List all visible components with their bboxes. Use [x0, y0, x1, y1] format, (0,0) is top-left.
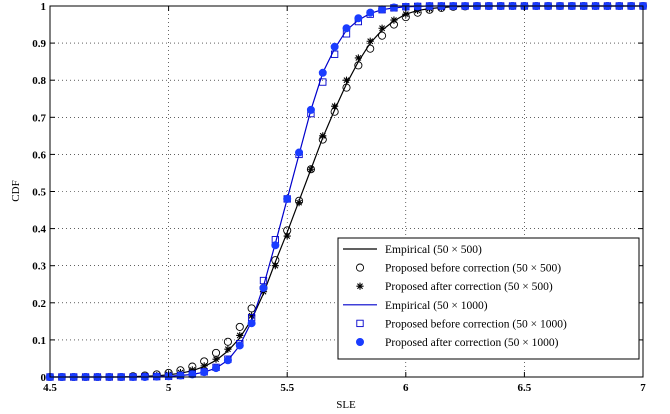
data-point: [188, 370, 197, 379]
data-point: [354, 54, 362, 62]
data-point: [330, 50, 339, 58]
y-axis-title: CDF: [10, 180, 22, 201]
legend-entry: Empirical (50 × 500): [343, 244, 482, 256]
data-point: [283, 232, 291, 240]
data-point: [389, 3, 398, 12]
data-point: [200, 368, 209, 377]
legend-label: Proposed after correction (50 × 1000): [385, 337, 559, 349]
data-point: [295, 148, 304, 157]
y-tick-label: 0.3: [32, 261, 46, 273]
data-point: [247, 319, 256, 328]
data-point: [354, 14, 363, 23]
legend-entry: Empirical (50 × 1000): [343, 300, 488, 312]
data-point: [235, 322, 244, 331]
legend: Empirical (50 × 500) Proposed before corr…: [337, 237, 640, 360]
data-point: [200, 362, 208, 370]
legend-label: Empirical (50 × 500): [385, 244, 482, 256]
data-point: [188, 366, 196, 374]
data-point: [223, 356, 232, 365]
data-point: [390, 16, 398, 24]
data-point: [176, 371, 185, 380]
y-tick-label: 0.5: [32, 187, 46, 199]
data-point: [378, 5, 387, 14]
y-tick-label: 0.4: [32, 224, 46, 236]
x-axis-title: SLE: [336, 399, 356, 411]
data-point: [283, 194, 292, 203]
legend-marker-sample: [356, 319, 364, 328]
legend-label: Proposed before correction (50 × 500): [385, 263, 561, 275]
data-point: [378, 24, 386, 32]
x-tick-label: 5.5: [280, 382, 294, 394]
legend-label: Proposed before correction (50 × 1000): [385, 318, 567, 330]
data-point: [342, 83, 351, 92]
legend-label: Empirical (50 × 1000): [385, 300, 488, 312]
x-tick-label: 6: [403, 382, 409, 394]
data-point: [366, 37, 374, 45]
data-point: [331, 102, 339, 110]
data-point: [319, 132, 327, 140]
data-point: [354, 61, 363, 70]
tick-labels: 4.5 5 5.5 6 6.5 7 0 0.1 0.2 0.3 0.4 0.5 0.6 0.7 0.8 0.9…: [32, 1, 646, 394]
x-tick-label: 4.5: [43, 382, 57, 394]
data-point: [248, 312, 256, 320]
x-tick-label: 5: [166, 382, 172, 394]
data-point: [259, 276, 268, 285]
data-point: [342, 76, 351, 84]
legend-entry: Proposed before correction (50 × 1000): [356, 318, 567, 330]
y-tick-label: 0.2: [32, 298, 46, 310]
legend-marker-sample: [355, 337, 364, 346]
data-point: [247, 304, 256, 313]
y-tick-label: 0: [41, 372, 47, 384]
x-tick-label: 7: [640, 382, 646, 394]
data-point: [259, 283, 268, 292]
y-tick-label: 0.9: [32, 38, 46, 50]
data-point: [366, 8, 375, 17]
legend-box: [337, 237, 640, 360]
data-point: [342, 24, 351, 33]
data-point: [224, 345, 232, 353]
data-point: [212, 355, 220, 363]
y-tick-label: 0.6: [32, 149, 46, 161]
data-point: [366, 44, 375, 53]
legend-marker-sample: [356, 282, 364, 290]
y-tick-label: 0.1: [32, 335, 46, 347]
series-6: [45, 1, 647, 381]
data-point: [307, 165, 315, 173]
legend-entry: Proposed before correction (50 × 500): [355, 263, 561, 275]
y-tick-label: 0.8: [32, 75, 46, 87]
data-point: [378, 31, 387, 40]
data-point: [271, 241, 280, 250]
data-point: [306, 105, 315, 114]
data-point: [235, 341, 244, 350]
data-point: [319, 78, 327, 86]
data-point: [212, 364, 221, 373]
y-tick-label: 1: [41, 1, 47, 13]
legend-label: Proposed after correction (50 × 500): [385, 281, 553, 293]
x-tick-label: 6.5: [518, 382, 532, 394]
data-point: [414, 6, 422, 15]
data-point: [295, 199, 303, 207]
data-point: [318, 68, 327, 77]
legend-entry: Proposed after correction (50 × 500): [356, 281, 553, 293]
data-point: [402, 10, 410, 18]
legend-entry: Proposed after correction (50 × 1000): [355, 337, 559, 349]
data-point: [271, 262, 279, 270]
data-point: [330, 42, 339, 51]
data-point: [236, 331, 244, 340]
y-tick-label: 0.7: [32, 112, 46, 124]
data-point: [223, 337, 232, 346]
legend-marker-sample: [355, 263, 365, 272]
